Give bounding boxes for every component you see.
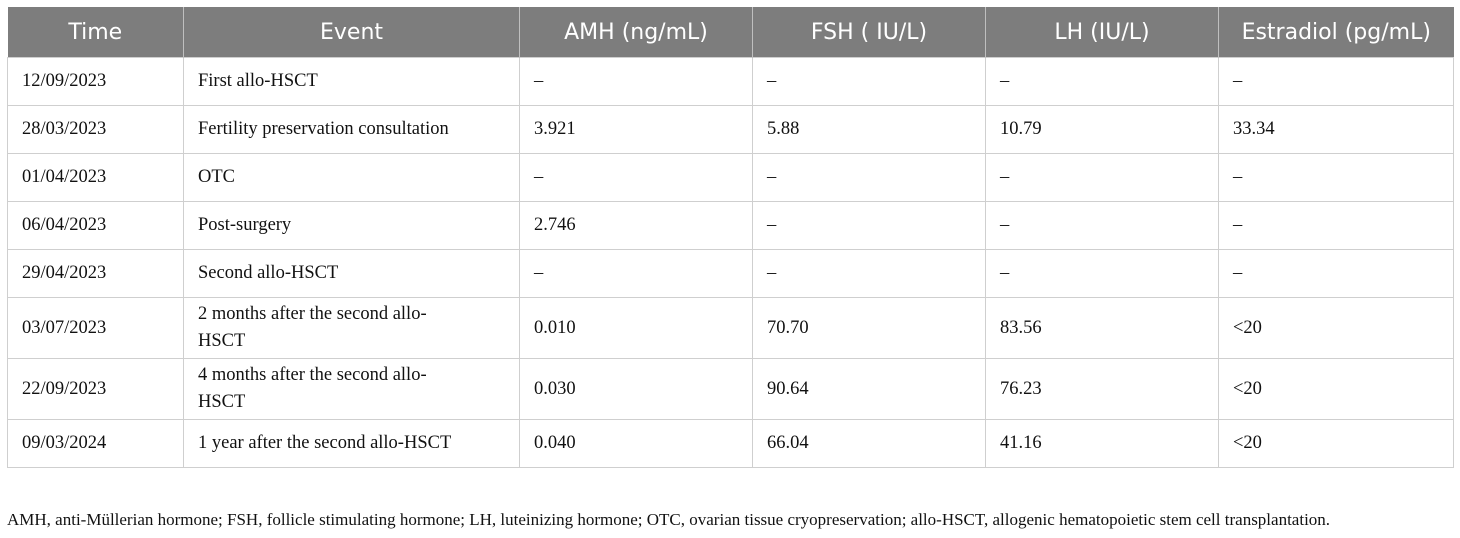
cell-estradiol: – [1218,57,1454,106]
table-row: 29/04/2023 Second allo-HSCT – – – – [7,249,1454,298]
cell-time: 06/04/2023 [7,201,184,250]
cell-event: 4 months after the second allo-HSCT [183,358,520,420]
cell-amh: – [519,57,753,106]
cell-time: 12/09/2023 [7,57,184,106]
header-fsh: FSH ( IU/L) [752,7,986,58]
table-row: 01/04/2023 OTC – – – – [7,153,1454,202]
cell-fsh: – [752,57,986,106]
cell-lh: – [985,153,1219,202]
cell-time: 09/03/2024 [7,419,184,468]
table-row: 22/09/2023 4 months after the second all… [7,358,1454,420]
cell-amh: 0.030 [519,358,753,420]
cell-time: 01/04/2023 [7,153,184,202]
cell-event-text: 4 months after the second allo-HSCT [198,365,427,412]
table-footnote: AMH, anti-Müllerian hormone; FSH, follic… [7,510,1331,529]
cell-fsh: 70.70 [752,297,986,359]
cell-event: First allo-HSCT [183,57,520,106]
cell-time: 29/04/2023 [7,249,184,298]
cell-amh: 3.921 [519,105,753,154]
table-row: 06/04/2023 Post-surgery 2.746 – – – [7,201,1454,250]
cell-event-text: 2 months after the second allo-HSCT [198,304,427,351]
cell-estradiol: – [1218,249,1454,298]
table-row: 12/09/2023 First allo-HSCT – – – – [7,57,1454,106]
cell-fsh: – [752,201,986,250]
header-amh: AMH (ng/mL) [519,7,753,58]
cell-lh: 83.56 [985,297,1219,359]
cell-fsh: 66.04 [752,419,986,468]
cell-time: 22/09/2023 [7,358,184,420]
cell-amh: – [519,249,753,298]
hormone-table-container: Time Event AMH (ng/mL) FSH ( IU/L) LH (I… [7,7,1454,468]
cell-amh: 0.010 [519,297,753,359]
header-event: Event [183,7,520,58]
cell-estradiol: – [1218,201,1454,250]
cell-estradiol: <20 [1218,297,1454,359]
cell-lh: 10.79 [985,105,1219,154]
table-header-row: Time Event AMH (ng/mL) FSH ( IU/L) LH (I… [7,7,1454,58]
cell-event: Post-surgery [183,201,520,250]
table-row: 03/07/2023 2 months after the second all… [7,297,1454,359]
cell-fsh: – [752,249,986,298]
cell-lh: – [985,57,1219,106]
cell-time: 03/07/2023 [7,297,184,359]
cell-estradiol: <20 [1218,419,1454,468]
hormone-table: Time Event AMH (ng/mL) FSH ( IU/L) LH (I… [7,7,1454,468]
cell-fsh: 5.88 [752,105,986,154]
cell-lh: – [985,201,1219,250]
header-lh: LH (IU/L) [985,7,1219,58]
table-row: 28/03/2023 Fertility preservation consul… [7,105,1454,154]
table-row: 09/03/2024 1 year after the second allo-… [7,419,1454,468]
cell-event: Second allo-HSCT [183,249,520,298]
cell-amh: – [519,153,753,202]
cell-time: 28/03/2023 [7,105,184,154]
cell-lh: 76.23 [985,358,1219,420]
cell-lh: 41.16 [985,419,1219,468]
cell-fsh: 90.64 [752,358,986,420]
cell-event: 1 year after the second allo-HSCT [183,419,520,468]
cell-fsh: – [752,153,986,202]
cell-estradiol: 33.34 [1218,105,1454,154]
header-estradiol: Estradiol (pg/mL) [1218,7,1454,58]
cell-event: OTC [183,153,520,202]
cell-amh: 2.746 [519,201,753,250]
cell-amh: 0.040 [519,419,753,468]
cell-estradiol: – [1218,153,1454,202]
cell-estradiol: <20 [1218,358,1454,420]
cell-lh: – [985,249,1219,298]
cell-event: 2 months after the second allo-HSCT [183,297,520,359]
cell-event: Fertility preservation consultation [183,105,520,154]
header-time: Time [7,7,184,58]
